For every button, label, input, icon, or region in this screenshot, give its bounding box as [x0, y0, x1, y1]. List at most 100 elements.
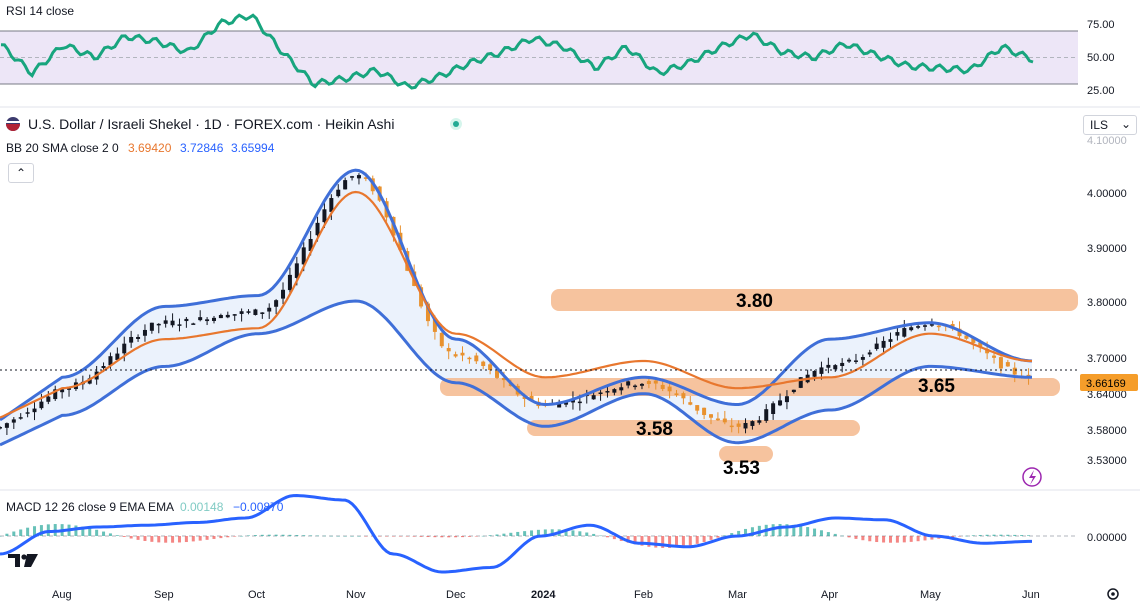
candle-body [218, 315, 223, 319]
macd-pane: MACD 12 26 close 9 EMA EMA 0.00148 −0.00… [0, 493, 1127, 574]
macd-histogram-bar [191, 536, 195, 542]
candle-body [211, 317, 216, 321]
candle-body [60, 389, 65, 393]
macd-histogram-bar [958, 536, 962, 537]
macd-histogram-bar [833, 533, 837, 536]
candle-body [177, 324, 182, 326]
candle-body [847, 359, 852, 362]
macd-histogram-bar [992, 534, 996, 536]
macd-histogram-bar [447, 536, 451, 538]
candle-body [446, 348, 451, 352]
candle-body [929, 324, 934, 326]
candle-body [287, 274, 292, 291]
macd-histogram-bar [398, 536, 402, 537]
macd-histogram-bar [0, 536, 2, 537]
macd-histogram-bar [523, 531, 527, 536]
bollinger-upper-band [0, 168, 1033, 422]
macd-histogram-bar [302, 535, 306, 536]
bb-label: BB 20 SMA close 2 0 [6, 141, 119, 155]
price-pane: 3.80 3.65 3.58 3.53 U.S. Dollar / Israel… [0, 116, 1138, 487]
candle-body [916, 326, 921, 328]
macd-histogram-bar [571, 530, 575, 536]
x-tick-feb: Feb [634, 589, 653, 601]
tradingview-logo [8, 554, 38, 567]
macd-histogram-bar [322, 535, 326, 537]
rsi-tick-75: 75.00 [1087, 19, 1115, 31]
macd-histogram-bar [81, 526, 85, 536]
macd-histogram-bar [951, 536, 955, 538]
macd-histogram-bar [253, 535, 257, 536]
candle-body [736, 423, 741, 427]
macd-histogram-bar [502, 533, 506, 536]
candle-body [260, 312, 265, 314]
macd-histogram-bar [426, 536, 430, 538]
candle-body [281, 289, 286, 299]
candle-body [315, 222, 320, 236]
macd-histogram-bar [778, 524, 782, 536]
rsi-line [0, 13, 1034, 90]
candle-body [895, 332, 900, 336]
candle-body [53, 389, 58, 400]
candle-body [0, 427, 2, 429]
macd-histogram-bar [129, 536, 133, 539]
macd-histogram-bar [785, 524, 789, 536]
candle-body [674, 393, 679, 396]
candle-body [481, 361, 486, 367]
candle-body [163, 320, 168, 324]
currency-selector[interactable]: ILS ⌄ [1083, 115, 1137, 135]
zone-label-358: 3.58 [636, 419, 673, 440]
candle-body [253, 309, 258, 315]
zone-box-0 [551, 289, 1078, 311]
macd-histogram-bar [122, 536, 126, 537]
x-tick-dec: Dec [446, 589, 466, 601]
candle-body [122, 343, 127, 354]
macd-histogram-bar [267, 534, 271, 536]
macd-histogram-bar [219, 536, 223, 539]
candle-body [501, 377, 506, 381]
candle-body [274, 300, 279, 307]
macd-histogram-bar [702, 536, 706, 542]
candle-body [860, 356, 865, 360]
macd-histogram-bar [536, 529, 540, 536]
candle-body [605, 391, 610, 393]
chart-title: U.S. Dollar / Israeli Shekel · 1D · FORE… [28, 116, 394, 132]
macd-histogram-bar [709, 536, 713, 540]
macd-histogram-bar [39, 525, 43, 536]
macd-histogram-bar [640, 536, 644, 546]
macd-histogram-bar [826, 532, 830, 536]
bollinger-lower-band [0, 299, 1032, 447]
candle-body [308, 238, 313, 251]
lightning-icon[interactable] [1022, 467, 1042, 487]
currency-label: ILS [1090, 118, 1109, 132]
macd-tick: 0.00000 [1087, 532, 1127, 544]
collapse-legend-button[interactable]: ⌃ [8, 163, 34, 183]
candle-body [812, 370, 817, 377]
price-tick-358: 3.58000 [1087, 425, 1127, 437]
candle-body [419, 287, 424, 307]
candle-body [743, 422, 748, 429]
macd-histogram-bar [212, 536, 216, 539]
candle-body [985, 348, 990, 354]
macd-histogram-bar [930, 536, 934, 540]
macd-histogram-bar [585, 532, 589, 536]
candle-body [474, 355, 479, 362]
settings-gear-icon[interactable] [1107, 588, 1119, 600]
bb-upper-value: 3.72846 [180, 141, 224, 155]
macd-histogram-bar [543, 529, 547, 536]
candle-body [750, 421, 755, 426]
candle-body [1005, 362, 1010, 367]
candle-body [67, 388, 72, 390]
macd-histogram-bar [150, 536, 154, 542]
macd-histogram-bar [88, 528, 92, 536]
candle-body [557, 403, 562, 408]
candle-body [564, 402, 569, 405]
macd-histogram-bar [840, 535, 844, 537]
candle-body [108, 356, 113, 366]
candle-body [612, 389, 617, 393]
macd-histogram-bar [440, 536, 444, 538]
macd-histogram-bar [916, 536, 920, 542]
current-price-badge [1080, 374, 1138, 391]
macd-histogram-bar [661, 536, 665, 548]
candle-body [709, 414, 714, 418]
macd-histogram-bar [1027, 535, 1031, 536]
